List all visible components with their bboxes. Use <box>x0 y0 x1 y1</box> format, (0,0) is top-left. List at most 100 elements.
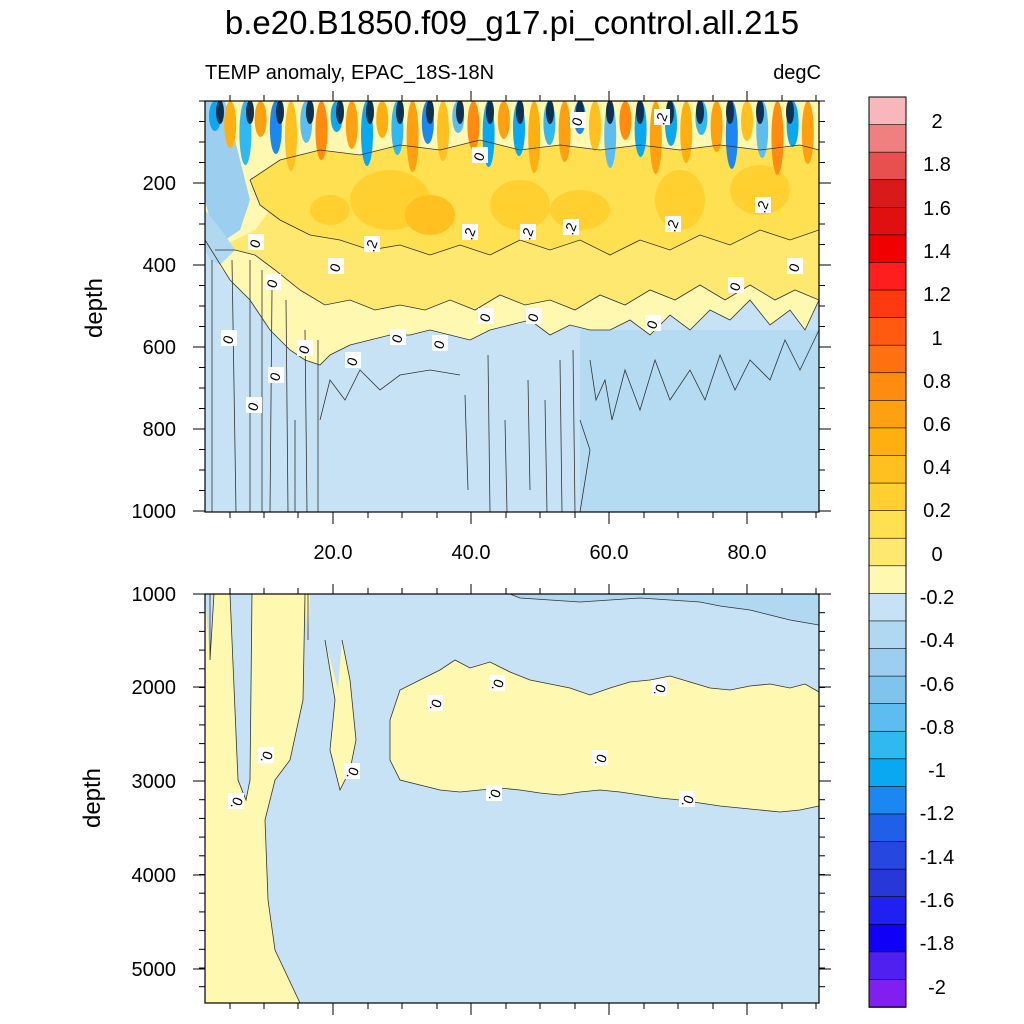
colorbar-tick-label: -1.2 <box>920 803 954 825</box>
colorbar-tick-label: 0 <box>931 544 942 566</box>
colorbar-swatch <box>868 96 907 126</box>
surface-anomaly-cell <box>710 101 723 152</box>
chart-subtitle-left: TEMP anomaly, EPAC_18S-18N <box>205 62 495 84</box>
surface-anomaly-core <box>456 101 464 124</box>
colorbar-labels: 2 1.8 1.6 1.4 1.2 1 0.8 0.6 0.4 0.2 0 -0.2 -0.4 -0.6 -… <box>920 111 954 999</box>
lower-y-tick-label: 5000 <box>132 959 177 981</box>
colorbar-tick-label: 1.4 <box>923 241 951 263</box>
surface-anomaly-cell <box>741 101 753 141</box>
lower-contour-lines <box>209 594 819 1003</box>
colorbar-tick-label: 1.8 <box>923 154 951 176</box>
contour-label: 0 <box>219 330 237 346</box>
svg-text:.2: .2 <box>652 110 671 127</box>
colorbar-swatch <box>868 868 907 898</box>
colorbar-tick-label: -0.4 <box>920 630 954 652</box>
svg-text:.2: .2 <box>460 225 479 242</box>
surface-anomaly-cell <box>285 101 297 171</box>
chart-title: b.e20.B1850.f09_g17.pi_control.all.215 <box>224 4 800 41</box>
surface-anomaly-cell <box>680 101 693 163</box>
colorbar-swatch <box>868 923 907 953</box>
colorbar-swatch <box>868 344 907 374</box>
colorbar-tick-label: -1.6 <box>920 890 954 912</box>
colorbar-swatch <box>868 979 907 1008</box>
colorbar-swatch <box>868 730 907 760</box>
colorbar-swatch <box>868 648 907 677</box>
surface-anomaly-core <box>276 101 284 124</box>
surface-anomaly-core <box>216 101 224 124</box>
upper-y-tick-label: 400 <box>143 255 176 277</box>
axis-minor-ticks <box>199 95 825 1009</box>
colorbar-swatch <box>868 896 907 926</box>
contour-label: 0 <box>568 112 586 128</box>
svg-text:.2: .2 <box>561 220 580 237</box>
surface-anomaly-core <box>366 101 374 124</box>
upper-x-tick-label: 20.0 <box>314 542 353 564</box>
colorbar-swatch <box>868 317 907 346</box>
colorbar-swatch <box>868 951 907 981</box>
lower-y-tick-label: 2000 <box>132 677 177 699</box>
colorbar-swatch <box>868 124 907 153</box>
contour-label: .2 <box>663 216 682 234</box>
contour-label: 0 <box>430 335 448 351</box>
axis-tick-labels: 200 400 600 800 1000 20.0 40.0 60.0 80.0… <box>132 173 767 981</box>
colorbar-swatch <box>868 703 907 733</box>
contour-label: 0 <box>476 308 494 324</box>
colorbar-tick-label: 0.6 <box>923 414 951 436</box>
lower-panel-fill <box>205 594 819 1003</box>
colorbar-tick-label: -0.2 <box>920 587 954 609</box>
colorbar-swatch <box>868 207 907 236</box>
surface-anomaly-core <box>696 101 704 124</box>
svg-text:.2: .2 <box>663 217 682 234</box>
colorbar-swatch <box>868 675 907 705</box>
surface-anomaly-core <box>336 101 344 124</box>
svg-text:0.: 0. <box>650 682 669 698</box>
colorbar-tick-label: -1 <box>928 760 946 782</box>
surface-anomaly-cell <box>254 101 267 137</box>
contour-label: .2 <box>518 224 537 242</box>
svg-text:0.: 0. <box>343 765 362 781</box>
surface-anomaly-cell <box>558 101 571 162</box>
surface-anomaly-cell <box>497 101 510 139</box>
colorbar-swatch <box>868 813 907 843</box>
upper-y-tick-label: 800 <box>143 419 176 441</box>
colorbar-swatch <box>868 400 907 429</box>
upper-y-axis-label: depth <box>81 278 108 338</box>
surface-anomaly-core <box>516 101 524 124</box>
colorbar-swatch <box>868 537 907 567</box>
surface-anomaly-core <box>246 101 254 124</box>
colorbar-swatch <box>868 289 907 319</box>
contour-label: 0 <box>263 274 281 290</box>
surface-anomaly-cell <box>771 101 784 175</box>
lower-y-tick-label: 1000 <box>132 584 177 606</box>
contour-label: 0. <box>343 763 362 782</box>
upper-contour-lines <box>205 139 819 512</box>
contour-label: 0 <box>244 397 262 413</box>
colorbar-tick-label: -2 <box>928 977 946 999</box>
colorbar-swatch <box>868 179 907 209</box>
contour-label: 0 <box>726 277 744 293</box>
surface-anomaly-cell <box>589 101 601 151</box>
colorbar-swatch <box>868 427 907 457</box>
colorbar-tick-label: -0.8 <box>920 717 954 739</box>
lower-y-tick-label: 4000 <box>132 865 177 887</box>
colorbar-tick-label: 0.2 <box>923 500 951 522</box>
svg-text:0.: 0. <box>426 697 445 713</box>
surface-anomaly-core <box>396 101 404 124</box>
surface-anomaly-core <box>306 101 314 124</box>
colorbar-swatch <box>868 593 907 622</box>
upper-panel-fill <box>205 101 819 512</box>
surface-anomaly-core <box>426 101 434 124</box>
surface-anomaly-cell <box>437 101 449 161</box>
upper-x-tick-label: 80.0 <box>728 542 767 564</box>
colorbar-tick-label: 1.6 <box>923 198 951 220</box>
upper-y-tick-label: 1000 <box>132 501 177 523</box>
colorbar-swatch <box>868 234 907 264</box>
surface-anomaly-core <box>726 101 734 124</box>
contour-label: 0. <box>227 793 246 812</box>
contour-label: .2 <box>753 197 772 215</box>
colorbar-swatch <box>868 786 907 815</box>
upper-y-tick-label: 600 <box>143 337 176 359</box>
colorbar-swatch <box>868 620 907 650</box>
